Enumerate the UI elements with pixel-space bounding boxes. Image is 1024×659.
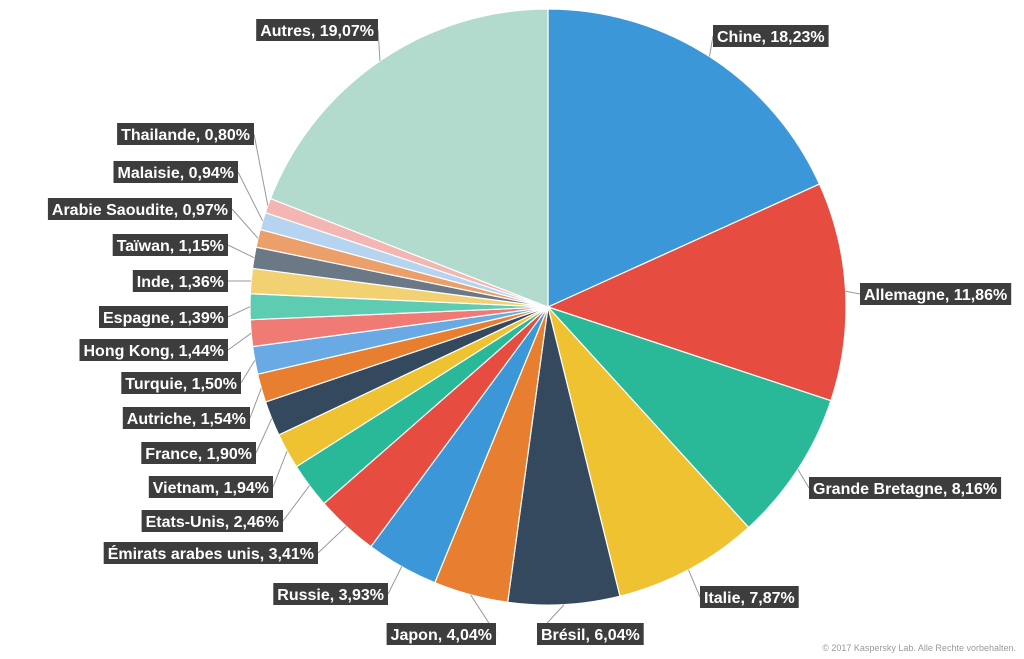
- slice-label-box: [141, 510, 283, 532]
- leader-line: [240, 360, 256, 384]
- leader-line: [387, 566, 403, 595]
- slice-label: Grande Bretagne, 8,16%: [813, 481, 997, 498]
- leader-line: [255, 418, 273, 454]
- pie-slices: [249, 8, 847, 606]
- slice-label-box: [273, 583, 388, 605]
- slice-label: Etats-Unis, 2,46%: [146, 514, 279, 531]
- slice-label: Thailande, 0,80%: [121, 127, 250, 144]
- slice-label: Inde, 1,36%: [137, 274, 224, 291]
- slice-label: Émirats arabes unis, 3,41%: [108, 544, 314, 563]
- leader-line: [272, 450, 288, 488]
- slice-label-box: [113, 161, 238, 183]
- leader-line: [845, 290, 861, 295]
- slice-label: Arabie Saoudite, 0,97%: [52, 202, 228, 219]
- leader-lines: [227, 29, 861, 635]
- slice-label: Italie, 7,87%: [704, 590, 795, 607]
- pie-slice: [546, 305, 832, 529]
- slice-label-box: [122, 407, 250, 429]
- slice-label-box: [700, 586, 799, 608]
- pie-slice: [547, 306, 750, 597]
- slice-label-box: [809, 477, 1002, 499]
- leader-line: [249, 388, 262, 419]
- slice-label: Allemagne, 11,86%: [864, 287, 1007, 304]
- slice-label: Hong Kong, 1,44%: [84, 343, 224, 360]
- pie-slice: [269, 8, 549, 308]
- slice-label-box: [112, 234, 228, 256]
- pie-slice: [546, 183, 847, 402]
- slice-label: Japon, 4,04%: [391, 627, 492, 644]
- slice-label: Brésil, 6,04%: [541, 627, 640, 644]
- copyright-text: © 2017 Kaspersky Lab. Alle Rechte vorbeh…: [822, 643, 1016, 653]
- leader-line: [227, 332, 252, 351]
- slice-label-box: [141, 442, 256, 464]
- slice-label: Espagne, 1,39%: [103, 310, 224, 327]
- leader-line: [317, 525, 347, 554]
- slice-label-box: [713, 25, 829, 47]
- leader-line: [688, 569, 701, 598]
- slice-label-box: [121, 372, 241, 394]
- leader-line: [231, 208, 259, 239]
- slice-label-box: [117, 123, 254, 145]
- leader-line: [709, 35, 714, 57]
- slice-label-box: [386, 623, 496, 645]
- slice-label-box: [99, 306, 228, 328]
- leader-line: [797, 469, 810, 489]
- leader-line: [282, 485, 310, 522]
- slice-label-box: [132, 270, 228, 292]
- slice-label: Turquie, 1,50%: [125, 376, 237, 393]
- slice-label: Russie, 3,93%: [277, 587, 384, 604]
- leader-line: [237, 171, 264, 222]
- slice-label: Autres, 19,07%: [260, 23, 374, 40]
- leader-line: [253, 133, 269, 206]
- leader-line: [377, 29, 381, 61]
- slice-label-box: [860, 283, 1012, 305]
- slice-label: Vietnam, 1,94%: [153, 480, 269, 497]
- slice-label: Taïwan, 1,15%: [117, 238, 224, 255]
- leader-line: [227, 244, 255, 259]
- slice-label: France, 1,90%: [145, 446, 252, 463]
- slice-label-box: [256, 19, 378, 41]
- slice-label: Autriche, 1,54%: [127, 411, 246, 428]
- slice-label-box: [537, 623, 644, 645]
- slice-label-box: [79, 339, 228, 361]
- slice-labels: Chine, 18,23% Allemagne, 11,86% Grande Bre…: [47, 19, 1012, 645]
- slice-label-box: [148, 476, 273, 498]
- slice-label: Chine, 18,23%: [717, 29, 825, 46]
- slice-label: Malaisie, 0,94%: [118, 165, 235, 182]
- slice-label-box: [103, 542, 318, 564]
- slice-label-box: [47, 198, 233, 220]
- leader-line: [227, 306, 251, 318]
